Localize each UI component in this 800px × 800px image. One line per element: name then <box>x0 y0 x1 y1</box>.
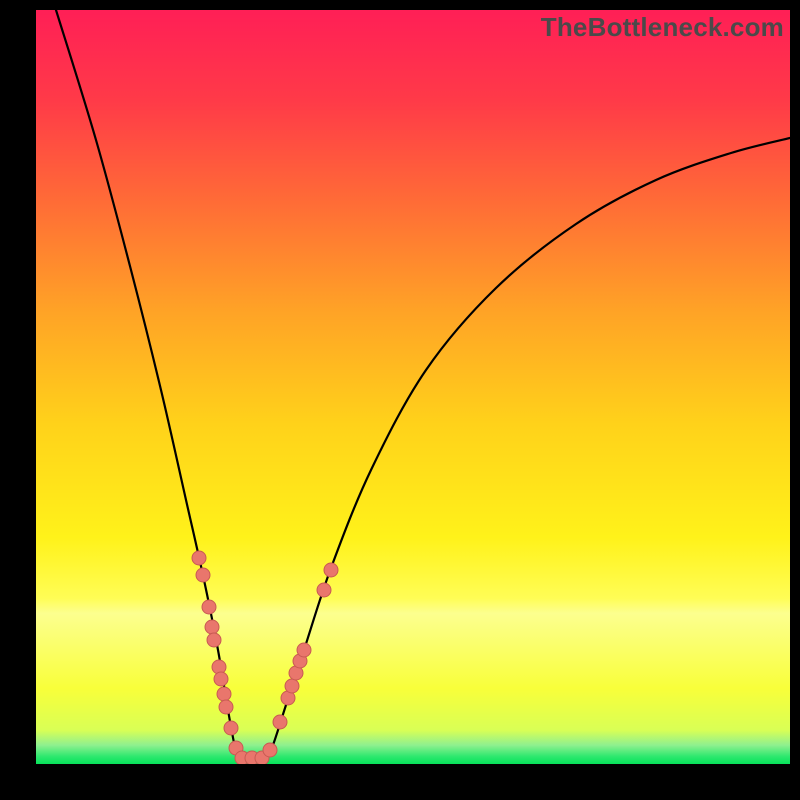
marker-dot <box>224 721 238 735</box>
marker-dot <box>205 620 219 634</box>
marker-dot <box>196 568 210 582</box>
markers-group <box>192 551 338 764</box>
marker-dot <box>217 687 231 701</box>
marker-dot <box>214 672 228 686</box>
plot-area <box>36 10 790 764</box>
frame-right <box>790 0 800 800</box>
marker-dot <box>297 643 311 657</box>
marker-dot <box>192 551 206 565</box>
marker-dot <box>285 679 299 693</box>
marker-dot <box>202 600 216 614</box>
marker-dot <box>324 563 338 577</box>
curve-layer <box>36 10 790 764</box>
chart-root: TheBottleneck.com <box>0 0 800 800</box>
frame-left <box>0 0 36 800</box>
watermark-text: TheBottleneck.com <box>541 12 784 43</box>
v-curve <box>56 10 790 758</box>
marker-dot <box>273 715 287 729</box>
marker-dot <box>263 743 277 757</box>
marker-dot <box>207 633 221 647</box>
frame-top <box>0 0 800 10</box>
marker-dot <box>219 700 233 714</box>
frame-bottom <box>0 764 800 800</box>
marker-dot <box>317 583 331 597</box>
